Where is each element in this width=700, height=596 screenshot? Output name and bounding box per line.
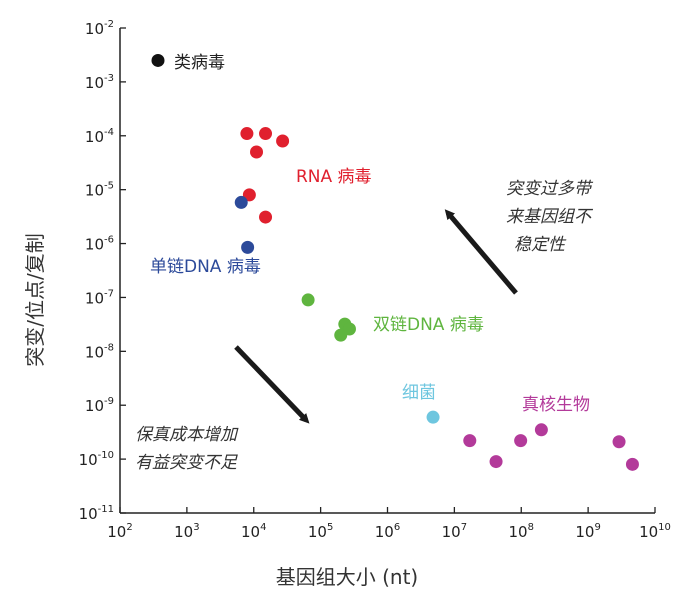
data-point-eukaryote xyxy=(463,434,477,448)
y-tick-label: 10-11 xyxy=(79,504,114,523)
data-point-viroid xyxy=(151,53,165,67)
x-tick-label: 103 xyxy=(174,522,199,541)
x-tick-label: 108 xyxy=(509,522,534,541)
x-ticks: 102 103 104 105 106 107 108 109 1010 xyxy=(107,507,671,541)
series-label-rna-virus: RNA 病毒 xyxy=(296,167,372,187)
series-label-ssdna-virus: 单链DNA 病毒 xyxy=(150,257,261,277)
x-tick-label: 109 xyxy=(575,522,600,541)
data-point-eukaryote xyxy=(534,423,548,437)
y-tick-label: 10-5 xyxy=(85,181,114,200)
annotation-fidelity-line2: 有益突变不足 xyxy=(135,453,238,473)
data-point-eukaryote xyxy=(489,455,503,469)
x-tick-label: 105 xyxy=(308,522,333,541)
y-tick-label: 10-4 xyxy=(85,127,114,146)
data-point-dsdna-virus xyxy=(334,328,348,342)
y-tick-label: 10-7 xyxy=(85,288,114,307)
y-tick-label: 10-2 xyxy=(85,19,114,38)
y-ticks: 10-2 10-3 10-4 10-5 10-6 10-7 10-8 10-9 10-10 10-… xyxy=(79,19,126,523)
x-tick-label: 1010 xyxy=(639,522,671,541)
annotation-fidelity-line1: 保真成本增加 xyxy=(135,425,239,445)
data-point-rna-virus xyxy=(259,127,273,141)
data-point-eukaryote xyxy=(514,434,528,448)
x-tick-label: 102 xyxy=(107,522,132,541)
y-tick-label: 10-10 xyxy=(79,450,114,469)
annotation-instability-line3: 稳定性 xyxy=(514,235,567,255)
series-label-viroid: 类病毒 xyxy=(174,53,225,73)
data-point-eukaryote xyxy=(625,457,639,471)
data-point-bacteria xyxy=(426,410,440,424)
arrow-down-right xyxy=(234,345,310,424)
annotation-instability: 突变过多带 来基因组不 稳定性 xyxy=(506,179,596,255)
data-point-rna-virus xyxy=(259,210,273,224)
annotation-fidelity-cost: 保真成本增加 有益突变不足 xyxy=(135,425,242,473)
y-tick-label: 10-6 xyxy=(85,235,114,254)
data-point-eukaryote xyxy=(612,435,626,449)
x-axis-label: 基因组大小 (nt) xyxy=(276,565,418,589)
data-point-ssdna-virus xyxy=(234,195,248,209)
y-tick-label: 10-9 xyxy=(85,396,114,415)
y-tick-label: 10-8 xyxy=(85,342,114,361)
data-point-rna-virus xyxy=(250,145,264,159)
data-points xyxy=(151,53,639,471)
series-label-bacteria: 细菌 xyxy=(402,383,436,403)
y-tick-label: 10-3 xyxy=(85,73,114,92)
annotation-instability-line2: 来基因组不 xyxy=(506,207,594,227)
x-tick-label: 106 xyxy=(375,522,400,541)
arrow-up-left xyxy=(444,209,518,295)
x-tick-label: 104 xyxy=(241,522,266,541)
series-label-eukaryote: 真核生物 xyxy=(522,395,590,415)
x-tick-label: 107 xyxy=(442,522,467,541)
data-point-ssdna-virus xyxy=(241,240,255,254)
data-point-rna-virus xyxy=(276,134,290,148)
series-label-dsdna-virus: 双链DNA 病毒 xyxy=(373,315,484,335)
data-point-dsdna-virus xyxy=(301,293,315,307)
y-axis-label: 突变/位点/复制 xyxy=(23,233,47,366)
data-point-rna-virus xyxy=(240,127,254,141)
annotation-instability-line1: 突变过多带 xyxy=(506,179,594,199)
